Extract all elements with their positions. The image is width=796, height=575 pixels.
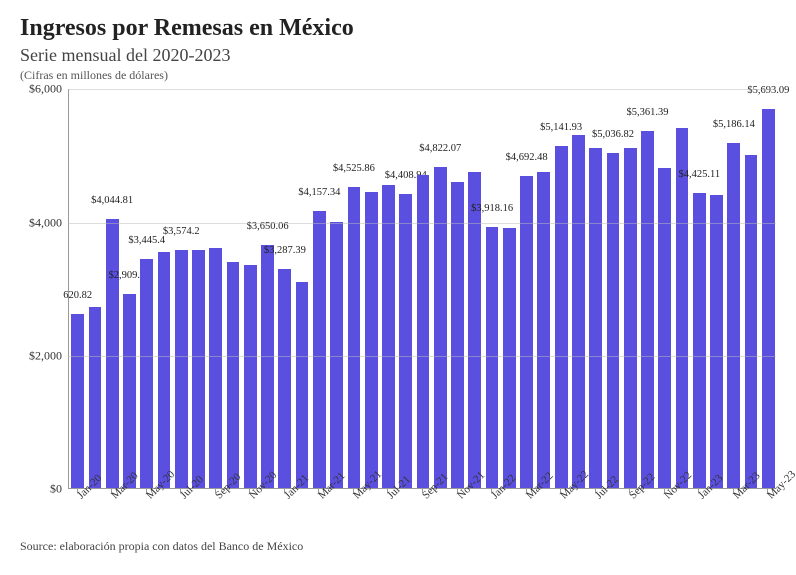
- bar-value-label: $4,692.48: [506, 152, 548, 163]
- chart-note: (Cifras en millones de dólares): [20, 68, 776, 83]
- bar: [555, 146, 568, 489]
- bar: [745, 155, 758, 488]
- source-text: Source: elaboración propia con datos del…: [20, 539, 776, 554]
- bar: [382, 185, 395, 488]
- bar: [192, 250, 205, 489]
- gridline: [68, 89, 776, 90]
- x-axis: Jan-20Mar-20May-20Jul-20Sep-20Nov-20Jan-…: [68, 489, 776, 519]
- y-tick-label: $6,000: [29, 82, 62, 97]
- bar: [89, 307, 102, 488]
- bar: [503, 228, 516, 488]
- y-tick-label: $0: [50, 482, 62, 497]
- bar: [589, 148, 602, 488]
- bar: [348, 187, 361, 489]
- y-axis: $0$2,000$4,000$6,000: [20, 89, 68, 489]
- bar: [175, 250, 188, 488]
- bar-value-label: $5,361.39: [626, 107, 668, 118]
- y-tick-label: $2,000: [29, 349, 62, 364]
- bar: [106, 219, 119, 489]
- bar: [244, 265, 257, 488]
- chart-area: $0$2,000$4,000$6,000 620.82$4,044.81$2,9…: [20, 89, 776, 519]
- gridline: [68, 356, 776, 357]
- bar: [365, 192, 378, 489]
- y-tick-label: $4,000: [29, 215, 62, 230]
- bar: [727, 143, 740, 489]
- bar: [313, 211, 326, 488]
- bar-value-label: $3,918.16: [471, 203, 513, 214]
- bar-value-label: $5,036.82: [592, 129, 634, 140]
- bar-value-label: $5,141.93: [540, 122, 582, 133]
- bar: [434, 167, 447, 488]
- bar: [209, 248, 222, 488]
- bars-container: 620.82$4,044.81$2,909.51$3,445.4$3,574.2…: [69, 89, 776, 488]
- bar: [607, 153, 620, 489]
- bar-value-label: $3,574.2: [163, 226, 200, 237]
- bar: [676, 128, 689, 488]
- bar: [537, 172, 550, 489]
- plot-area: 620.82$4,044.81$2,909.51$3,445.4$3,574.2…: [68, 89, 776, 489]
- chart-title: Ingresos por Remesas en México: [20, 14, 776, 43]
- bar-value-label: $4,425.11: [678, 169, 720, 180]
- bar-value-label: $3,445.4: [128, 235, 165, 246]
- bar: [451, 182, 464, 489]
- bar-value-label: $4,525.86: [333, 163, 375, 174]
- bar: [641, 131, 654, 488]
- bar: [486, 227, 499, 488]
- bar-value-label: $5,186.14: [713, 119, 755, 130]
- bar: [658, 168, 671, 488]
- bar: [123, 294, 136, 488]
- bar: [710, 195, 723, 488]
- bar: [140, 259, 153, 489]
- chart-subtitle: Serie mensual del 2020-2023: [20, 45, 776, 67]
- gridline: [68, 223, 776, 224]
- bar: [296, 282, 309, 489]
- bar: [762, 109, 775, 489]
- bar: [71, 314, 84, 489]
- bar: [278, 269, 291, 488]
- bar: [693, 193, 706, 488]
- bar: [261, 245, 274, 488]
- bar: [399, 194, 412, 488]
- bar-value-label: $4,822.07: [419, 143, 461, 154]
- bar-value-label: $4,157.34: [298, 187, 340, 198]
- bar: [572, 135, 585, 488]
- bar-value-label: $4,044.81: [91, 195, 133, 206]
- bar-value-label: $3,287.39: [264, 245, 306, 256]
- page: Ingresos por Remesas en México Serie men…: [0, 0, 796, 575]
- bar: [624, 148, 637, 488]
- bar: [468, 172, 481, 489]
- bar: [158, 252, 171, 488]
- bar: [227, 262, 240, 489]
- bar-value-label: 620.82: [63, 290, 92, 301]
